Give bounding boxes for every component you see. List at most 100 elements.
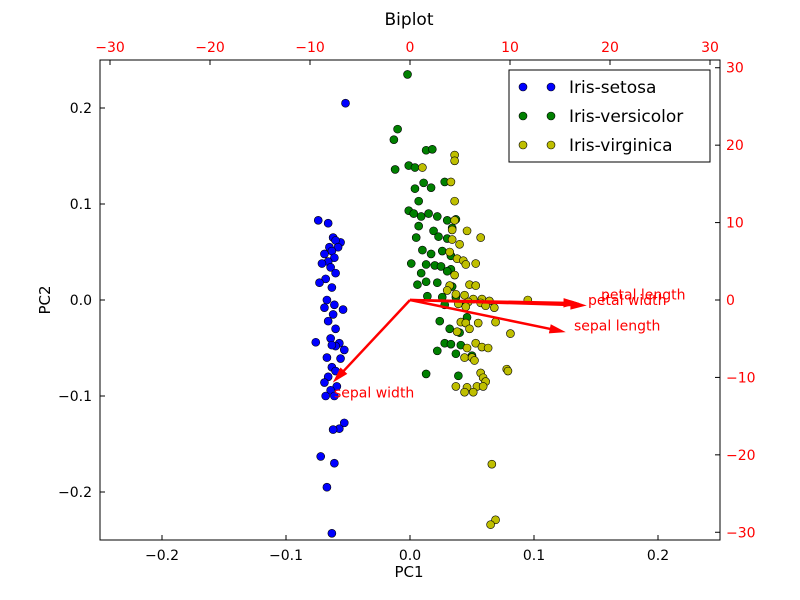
scatter-point-iris-setosa	[341, 98, 350, 108]
loading-arrow-line	[342, 299, 411, 372]
loading-arrow-head	[563, 298, 580, 308]
scatter-point-iris-setosa	[331, 324, 340, 334]
scatter-point-iris-virginica	[460, 387, 469, 397]
scatter-point-iris-setosa	[322, 353, 332, 362]
scatter-point-iris-versicolor	[429, 226, 438, 236]
scatter-point-iris-virginica	[476, 233, 485, 242]
scatter-point-iris-setosa	[330, 458, 339, 468]
scatter-point-iris-versicolor	[428, 144, 437, 154]
right-y-tick-label: −30	[726, 525, 756, 541]
scatter-point-iris-versicolor	[406, 259, 416, 268]
right-y-tick-label: 20	[726, 138, 744, 154]
scatter-point-iris-virginica	[450, 216, 459, 225]
scatter-point-iris-virginica	[451, 289, 461, 299]
scatter-point-iris-virginica	[455, 240, 464, 249]
scatter-point-iris-setosa	[331, 268, 340, 278]
scatter-point-iris-setosa	[320, 249, 329, 259]
right-y-tick-label: −20	[726, 448, 756, 464]
scatter-point-iris-setosa	[315, 278, 324, 288]
scatter-point-iris-versicolor	[434, 232, 443, 241]
scatter-point-iris-virginica	[483, 343, 493, 353]
scatter-point-iris-versicolor	[432, 346, 442, 356]
plot-area: −0.2 −0.1 0.0 0.1 0.2 −0.2 −0.1 0.0 0.1 0.2 −30 −20…	[58, 40, 756, 564]
scatter-point-iris-virginica	[473, 318, 483, 328]
scatter-point-iris-virginica	[452, 327, 462, 336]
scatter-point-iris-setosa	[336, 354, 345, 363]
scatter-point-iris-versicolor	[416, 212, 426, 221]
legend-marker	[518, 140, 528, 150]
scatter-point-iris-setosa	[316, 452, 326, 461]
top-x-tick-label: 20	[601, 40, 619, 56]
x-tick-label: −0.1	[269, 548, 303, 564]
scatter-point-iris-setosa	[328, 310, 338, 319]
scatter-point-iris-versicolor	[416, 268, 426, 278]
scatter-point-iris-virginica	[461, 260, 471, 269]
scatter-point-iris-virginica	[447, 235, 457, 244]
scatter-point-iris-versicolor	[421, 277, 431, 287]
scatter-point-iris-versicolor	[445, 324, 454, 334]
x-tick-label: −0.2	[145, 548, 179, 564]
y-axis-label: PC2	[36, 285, 54, 314]
scatter-point-iris-virginica	[478, 382, 488, 391]
scatter-point-iris-setosa	[333, 242, 343, 252]
scatter-point-iris-versicolor	[423, 291, 432, 301]
right-y-tick-label: −10	[726, 370, 756, 386]
scatter-point-iris-virginica	[445, 247, 454, 257]
scatter-point-iris-setosa	[323, 316, 333, 326]
top-x-tick-label: 10	[501, 40, 519, 56]
scatter-point-iris-setosa	[322, 482, 332, 492]
y-tick-label: −0.2	[58, 485, 92, 501]
scatter-point-iris-versicolor	[419, 178, 428, 188]
right-y-tick-label: 30	[726, 61, 744, 77]
chart-title: Biplot	[385, 10, 434, 30]
scatter-point-iris-setosa	[321, 391, 330, 401]
scatter-point-iris-virginica	[465, 324, 474, 334]
x-tick-label: 0.2	[647, 548, 669, 564]
legend-box	[508, 69, 711, 163]
scatter-point-iris-virginica	[460, 353, 469, 362]
loading-label: sepal length	[574, 319, 660, 335]
scatter-point-iris-virginica	[471, 259, 481, 268]
loading-arrow-line	[409, 298, 551, 331]
scatter-point-iris-virginica	[451, 382, 461, 391]
scatter-point-iris-versicolor	[411, 233, 421, 242]
scatter-point-iris-versicolor	[426, 249, 436, 259]
scatter-point-iris-virginica	[468, 387, 478, 397]
top-x-tick-label: 30	[701, 40, 719, 56]
legend-marker	[546, 82, 556, 92]
legend-marker	[546, 140, 556, 150]
scatter-point-iris-versicolor	[437, 246, 447, 256]
scatter-point-iris-setosa	[320, 303, 329, 312]
scatter-point-iris-versicolor	[426, 183, 436, 192]
loading-arrow-head	[548, 324, 566, 334]
scatter-point-iris-versicolor	[435, 316, 445, 326]
y-tick-label: 0.0	[70, 293, 92, 309]
loading-arrow-head	[332, 367, 348, 383]
scatter-point-iris-setosa	[321, 274, 330, 284]
scatter-point-iris-virginica	[447, 225, 457, 235]
scatter-point-iris-setosa	[339, 418, 349, 428]
scatter-point-iris-versicolor	[410, 163, 420, 172]
scatter-point-iris-setosa	[323, 218, 333, 228]
scatter-point-iris-virginica	[450, 156, 459, 166]
scatter-point-iris-versicolor	[432, 212, 442, 221]
scatter-point-iris-versicolor	[414, 221, 423, 231]
scatter-point-iris-virginica	[418, 163, 427, 172]
scatter-point-iris-versicolor	[389, 135, 399, 144]
top-x-tick-label: 0	[406, 40, 415, 56]
top-x-tick-label: −30	[95, 40, 125, 56]
scatter-point-iris-setosa	[328, 425, 338, 434]
scatter-point-iris-virginica	[486, 520, 495, 529]
scatter-point-iris-versicolor	[418, 245, 427, 255]
right-y-tick-label: 10	[726, 216, 744, 232]
y-tick-label: 0.1	[70, 197, 92, 213]
scatter-point-iris-versicolor	[454, 371, 463, 381]
scatter-point-iris-versicolor	[436, 262, 446, 271]
scatter-point-iris-versicolor	[403, 70, 412, 79]
legend-marker	[546, 111, 556, 121]
scatter-point-iris-virginica	[462, 226, 472, 236]
scatter-point-iris-versicolor	[432, 278, 442, 288]
x-axis-label: PC1	[394, 563, 423, 581]
x-tick-label: 0.1	[523, 548, 545, 564]
